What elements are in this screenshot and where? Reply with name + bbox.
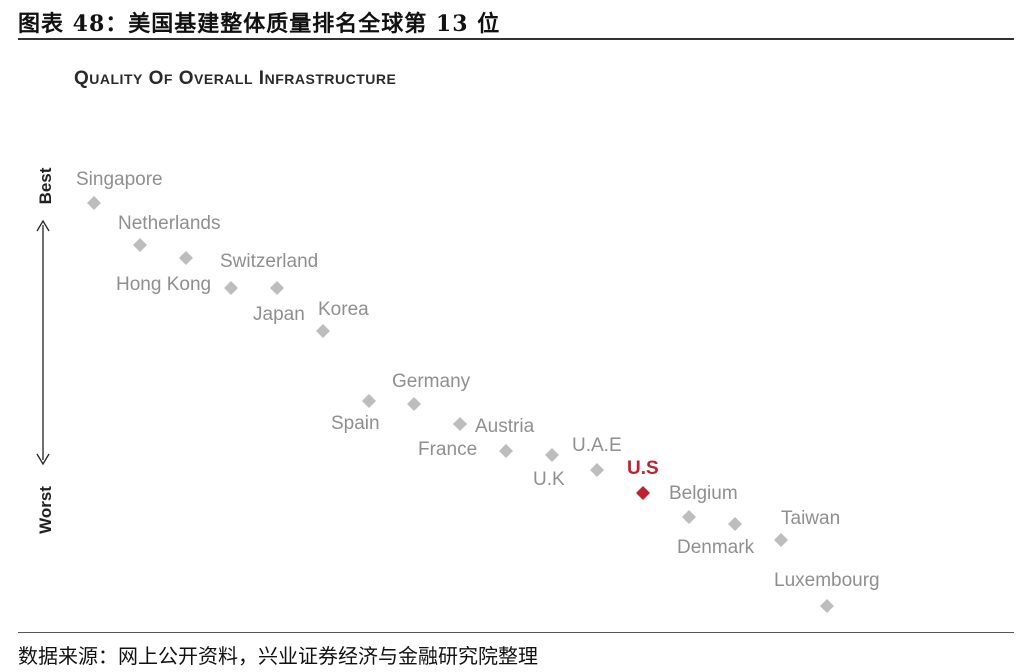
marker-germany [407,397,421,411]
point-label: Germany [392,371,471,392]
point-label: U.K [533,469,565,490]
marker-netherlands [133,238,147,252]
point-label: France [418,439,477,460]
source-note: 数据来源：网上公开资料，兴业证券经济与金融研究院整理 [18,644,538,668]
marker-u-a-e [590,463,604,477]
axis-arrow-down [36,453,50,466]
marker-austria [453,417,467,431]
point-label: Luxembourg [774,570,880,591]
marker-u-k [545,448,559,462]
axis-best-label: Best [36,167,55,204]
point-label: Spain [331,413,380,434]
marker-korea [316,324,330,338]
marker-switzerland [224,281,238,295]
top-rule [18,38,1014,40]
marker-taiwan [774,533,788,547]
point-label: Austria [475,416,535,437]
axis-arrow-up [36,219,50,232]
point-label: Taiwan [781,508,840,529]
axis-worst-label: Worst [36,486,55,534]
marker-u-s [636,486,650,500]
y-axis: Best Worst [36,167,55,534]
chart-title: QUALITY OF OVERALL INFRASTRUCTURE [74,68,396,89]
marker-japan [270,281,284,295]
point-label: Netherlands [118,213,220,234]
marker-singapore [87,196,101,210]
marker-hong-kong [179,251,193,265]
marker-belgium [682,510,696,524]
point-label: Belgium [669,483,738,504]
point-label: U.A.E [572,435,622,456]
marker-luxembourg [820,599,834,613]
data-points: Singapore Netherlands Hong Kong Switzerland… [76,169,880,613]
point-label: Singapore [76,169,163,190]
point-label: U.S [627,458,659,479]
figure-title: 图表 48：美国基建整体质量排名全球第 13 位 [18,11,501,37]
point-label: Denmark [677,537,755,558]
point-label: Japan [253,304,305,325]
marker-france [499,444,513,458]
point-label: Hong Kong [116,274,211,295]
marker-spain [362,394,376,408]
bottom-rule [18,632,1014,633]
marker-denmark [728,517,742,531]
point-label: Korea [318,299,369,320]
point-label: Switzerland [220,251,318,272]
